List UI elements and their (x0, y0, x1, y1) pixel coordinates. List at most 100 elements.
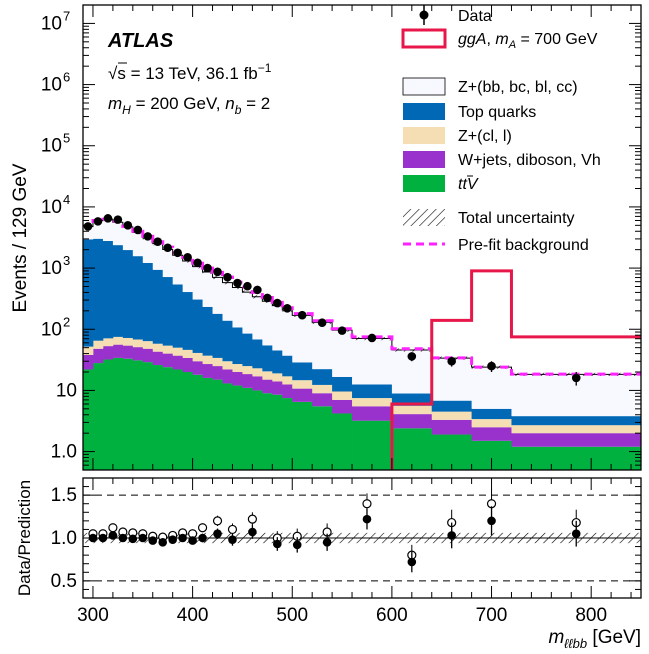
bar-series1-bin27 (471, 427, 512, 441)
postfit-point-15 (273, 539, 282, 549)
bar-series2-bin0 (83, 346, 94, 355)
bar-series1-bin0 (83, 354, 94, 370)
postfit-point-22 (571, 529, 581, 539)
data-point-18 (263, 293, 272, 303)
y-tick-exp-7: 7 (63, 8, 70, 23)
bar-series3-bin22 (312, 369, 333, 385)
legend-uncertainty-label: Total uncertainty (458, 210, 575, 227)
main-frame (82, 4, 642, 471)
bar-series2-bin12 (202, 355, 213, 365)
legend-prefit: Pre-fit background (403, 237, 589, 254)
postfit-point-14 (248, 527, 257, 537)
bar-series0-bin7 (152, 365, 164, 470)
bar-series4-bin11 (192, 266, 203, 300)
bar-series1-bin8 (162, 353, 174, 368)
legend-data: Data (419, 5, 492, 25)
bar-series3-bin17 (252, 339, 263, 369)
legend-wjets-label: W+jets, diboson, Vh (458, 152, 601, 169)
bar-series2-bin13 (212, 357, 223, 367)
postfit-point-1 (98, 533, 108, 543)
bar-series0-bin25 (391, 428, 433, 470)
bar-series2-bin3 (112, 336, 124, 345)
bar-series1-bin12 (202, 364, 213, 378)
bar-series3-bin1 (92, 238, 104, 341)
bar-series2-bin8 (162, 345, 174, 354)
legend-zhf-label: Z+(bb, bc, bl, cc) (458, 79, 578, 96)
postfit-point-10 (188, 536, 197, 545)
bar-series2-bin28 (511, 425, 641, 434)
bar-series0-bin19 (272, 394, 283, 470)
data-point-5 (133, 225, 143, 235)
ratio-x-ticks: 300 400 500 600 700 800 (77, 478, 632, 626)
energy-sqrt: √ (108, 64, 118, 83)
legend-signal: ggA, mA = 700 GeV (401, 28, 598, 51)
bar-series2-bin11 (192, 352, 203, 362)
bar-series1-bin28 (511, 433, 641, 447)
postfit-point-5 (138, 533, 148, 543)
x-axis-label: mℓℓbb [GeV] (548, 627, 641, 651)
x-tick-label-0: 300 (77, 605, 109, 626)
bar-series1-bin20 (282, 384, 293, 399)
bar-series4-bin17 (252, 296, 263, 340)
bar-series4-bin20 (282, 310, 293, 356)
bar-series2-bin18 (262, 371, 273, 380)
y-tick-label-1: 10 (56, 380, 77, 401)
postfit-point-21 (487, 516, 496, 526)
legend-zhf: Z+(bb, bc, bl, cc) (402, 77, 578, 96)
experiment-label: ATLAS (107, 30, 174, 52)
bar-series3-bin15 (232, 327, 243, 365)
data-point-6 (143, 232, 153, 241)
bar-series2-bin24 (352, 398, 393, 407)
selection-label: mH = 200 GeV, nb = 2 (108, 94, 270, 117)
data-point-26 (447, 356, 456, 366)
data-point-10 (183, 253, 192, 262)
ratio-points (88, 489, 581, 573)
bar-series4-bin4 (122, 226, 134, 251)
bar-series0-bin28 (511, 446, 641, 470)
data-point-1 (93, 217, 103, 226)
legend-data-label: Data (458, 8, 492, 25)
bar-series0-bin21 (292, 401, 313, 470)
postfit-point-2 (108, 531, 118, 540)
bar-series2-bin4 (122, 337, 134, 346)
bar-series3-bin5 (132, 256, 144, 340)
ratio-y-label: Data/Prediction (15, 480, 34, 596)
data-point-20 (282, 304, 292, 313)
bar-series2-bin1 (92, 340, 104, 349)
bar-series0-bin14 (222, 383, 233, 470)
bar-series4-bin21 (292, 315, 313, 363)
data-point-19 (273, 298, 282, 308)
bar-series0-bin17 (252, 390, 263, 470)
postfit-point-9 (178, 533, 187, 543)
data-point-11 (193, 258, 202, 268)
bar-series2-bin17 (252, 368, 263, 377)
data-point-16 (243, 281, 252, 291)
legend-ttv: ttV (403, 175, 479, 193)
bar-series4-bin14 (222, 282, 233, 321)
x-tick-label-3: 600 (376, 605, 408, 626)
bar-series4-bin10 (182, 260, 194, 293)
data-point-0 (83, 222, 93, 231)
signal-line (390, 269, 641, 470)
bar-series3-bin23 (332, 376, 353, 392)
data-point-14 (223, 272, 232, 282)
data-points (83, 214, 581, 386)
bar-series1-bin10 (182, 357, 194, 373)
x-tick-label-5: 800 (575, 605, 607, 626)
bar-series3-bin18 (262, 345, 273, 372)
legend: Data ggA, mA = 700 GeV Z+(bb, bc, bl, cc… (401, 5, 601, 254)
bar-series1-bin22 (312, 393, 333, 407)
bar-series1-bin17 (252, 376, 263, 391)
bar-series4-bin19 (272, 305, 283, 351)
bar-series4-bin18 (262, 301, 273, 346)
bar-series4-bin15 (232, 287, 243, 328)
bar-series2-bin21 (292, 380, 313, 389)
bar-series4-bin6 (142, 237, 154, 263)
ratio-y-tick-label-0: 0.5 (51, 571, 77, 592)
bar-series2-bin6 (142, 341, 154, 349)
lumi-exponent: −1 (258, 61, 272, 75)
bar-series1-bin4 (122, 345, 134, 359)
postfit-point-7 (158, 537, 168, 547)
postfit-point-20 (447, 531, 456, 540)
